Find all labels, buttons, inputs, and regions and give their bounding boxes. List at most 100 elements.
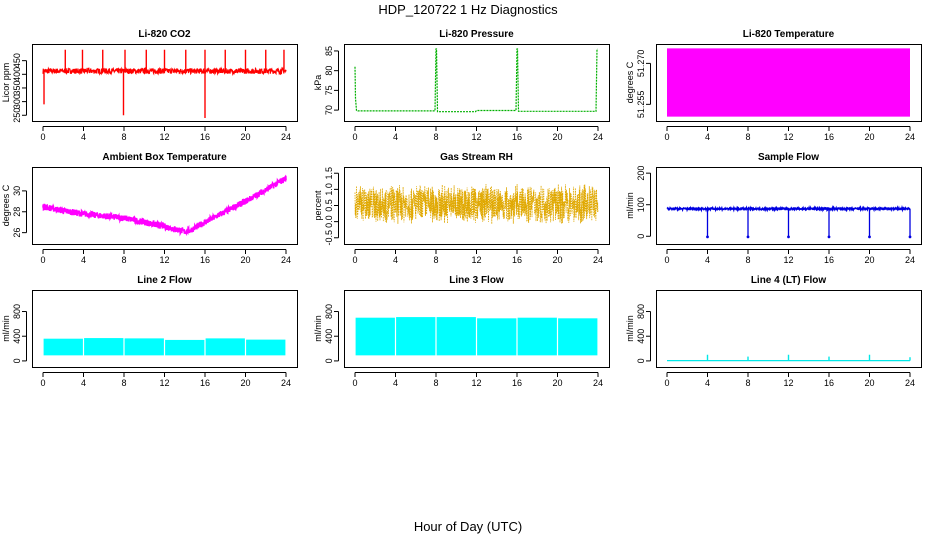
y-tick-label: 400 bbox=[12, 67, 22, 82]
panel-7-title: Line 3 Flow bbox=[449, 275, 504, 286]
x-tick-label: 12 bbox=[471, 378, 481, 388]
panel-6-data bbox=[43, 338, 286, 356]
panel-1-frame bbox=[344, 44, 610, 122]
y-tick-label: 26 bbox=[12, 228, 22, 238]
x-tick-label: 16 bbox=[512, 378, 522, 388]
panel-2-x-axis: 0 4 8 12 16 20 24 bbox=[664, 126, 915, 142]
x-tick-label: 20 bbox=[240, 378, 250, 388]
panel-2-y-axis: 51.255 51.270 bbox=[636, 50, 651, 118]
y-tick-label: 51.270 bbox=[636, 50, 646, 78]
x-tick-label: 0 bbox=[40, 255, 45, 265]
panel-3-frame bbox=[32, 167, 298, 245]
panel-2-frame bbox=[656, 44, 922, 122]
y-tick-label: 800 bbox=[324, 304, 334, 319]
flow-block-4 bbox=[205, 338, 245, 356]
sample-flow-dip-point-1 bbox=[746, 235, 750, 239]
x-tick-label: 12 bbox=[471, 255, 481, 265]
panel-8-data bbox=[667, 354, 911, 362]
panel-7-y-axis: 0 400 800 bbox=[324, 304, 339, 363]
panel-8-y-axis: 0 400 800 bbox=[636, 304, 651, 363]
panel-5-title: Sample Flow bbox=[758, 152, 819, 163]
x-tick-label: 16 bbox=[200, 255, 210, 265]
panel-6-x-axis: 0 4 8 12 16 20 24 bbox=[40, 372, 291, 388]
x-tick-label: 20 bbox=[864, 378, 874, 388]
y-tick-label: 450 bbox=[12, 53, 22, 68]
x-tick-label: 20 bbox=[552, 132, 562, 142]
x-tick-label: 4 bbox=[81, 378, 86, 388]
y-tick-label: 85 bbox=[324, 46, 334, 56]
y-tick-label: 0 bbox=[636, 358, 646, 363]
panel-2: Li-820 Temperature 0 4 8 12 16 20 24 51.255 51.27… bbox=[625, 29, 922, 142]
panel-1-y-axis: 70 75 80 85 bbox=[324, 46, 339, 115]
x-tick-label: 8 bbox=[121, 255, 126, 265]
x-tick-label: 8 bbox=[433, 378, 438, 388]
y-tick-label: 1.0 bbox=[324, 183, 334, 196]
x-tick-label: 16 bbox=[512, 255, 522, 265]
x-tick-label: 24 bbox=[593, 132, 603, 142]
x-tick-label: 16 bbox=[824, 255, 834, 265]
panel-5-y-label: ml/min bbox=[625, 192, 635, 219]
x-tick-label: 12 bbox=[783, 378, 793, 388]
x-tick-label: 4 bbox=[705, 132, 710, 142]
panel-8-frame bbox=[656, 290, 922, 368]
flow-block-5 bbox=[558, 318, 598, 356]
x-tick-label: 20 bbox=[240, 255, 250, 265]
panel-2-y-label: degrees C bbox=[625, 61, 635, 103]
x-tick-label: 4 bbox=[705, 378, 710, 388]
panel-0: Li-820 CO2 0 4 8 12 16 20 24 250300350400450Lico… bbox=[1, 29, 298, 142]
flow-block-1 bbox=[396, 317, 436, 356]
x-tick-label: 16 bbox=[200, 378, 210, 388]
panel-3-data bbox=[42, 174, 287, 237]
sample-flow-dip-point-2 bbox=[787, 235, 790, 239]
panel-4-x-axis: 0 4 8 12 16 20 24 bbox=[352, 249, 603, 265]
y-tick-label: 800 bbox=[12, 304, 22, 319]
x-tick-label: 0 bbox=[40, 378, 45, 388]
sample-flow-dip-point-5 bbox=[908, 235, 912, 239]
panel-5-y-axis: 0 100 200 bbox=[636, 166, 651, 239]
x-tick-label: 0 bbox=[352, 255, 357, 265]
x-tick-label: 0 bbox=[352, 378, 357, 388]
x-tick-label: 8 bbox=[433, 255, 438, 265]
x-tick-label: 24 bbox=[593, 255, 603, 265]
panel-1-title: Li-820 Pressure bbox=[439, 29, 514, 40]
flow-block-2 bbox=[436, 317, 476, 356]
x-tick-label: 4 bbox=[81, 132, 86, 142]
panel-1: Li-820 Pressure 0 4 8 12 16 20 24 70 75 80 85 kPa bbox=[313, 29, 610, 142]
panel-5: Sample Flow 0 4 8 12 16 20 24 0 100 200 ml/min bbox=[625, 152, 922, 265]
x-tick-label: 24 bbox=[905, 132, 915, 142]
y-tick-label: 0.5 bbox=[324, 199, 334, 212]
x-tick-label: 20 bbox=[864, 132, 874, 142]
x-tick-label: 4 bbox=[81, 255, 86, 265]
y-tick-label: 1.5 bbox=[324, 167, 334, 180]
x-tick-label: 8 bbox=[121, 132, 126, 142]
rh-series-points bbox=[354, 184, 599, 225]
panel-4-title: Gas Stream RH bbox=[440, 152, 513, 163]
y-tick-label: 100 bbox=[636, 197, 646, 212]
x-tick-label: 20 bbox=[240, 132, 250, 142]
y-tick-label: 75 bbox=[324, 85, 334, 95]
panel-2-data bbox=[667, 48, 910, 117]
panel-1-data bbox=[354, 48, 598, 113]
x-tick-label: 4 bbox=[705, 255, 710, 265]
box-temp-series-line bbox=[42, 174, 287, 237]
flow-block-3 bbox=[477, 318, 517, 356]
x-tick-label: 16 bbox=[824, 378, 834, 388]
x-tick-label: 8 bbox=[745, 378, 750, 388]
panel-2-title: Li-820 Temperature bbox=[743, 29, 835, 40]
flow-block-0 bbox=[355, 317, 395, 356]
x-tick-label: 12 bbox=[783, 255, 793, 265]
x-tick-label: 0 bbox=[352, 132, 357, 142]
panel-4-frame bbox=[344, 167, 610, 245]
panel-3-x-axis: 0 4 8 12 16 20 24 bbox=[40, 249, 291, 265]
panel-1-x-axis: 0 4 8 12 16 20 24 bbox=[352, 126, 603, 142]
flow-block-1 bbox=[84, 338, 124, 356]
y-tick-label: 400 bbox=[636, 329, 646, 344]
y-tick-label: 350 bbox=[12, 80, 22, 95]
y-tick-label: 400 bbox=[324, 329, 334, 344]
x-tick-label: 20 bbox=[864, 255, 874, 265]
panel-5-data bbox=[666, 204, 912, 239]
